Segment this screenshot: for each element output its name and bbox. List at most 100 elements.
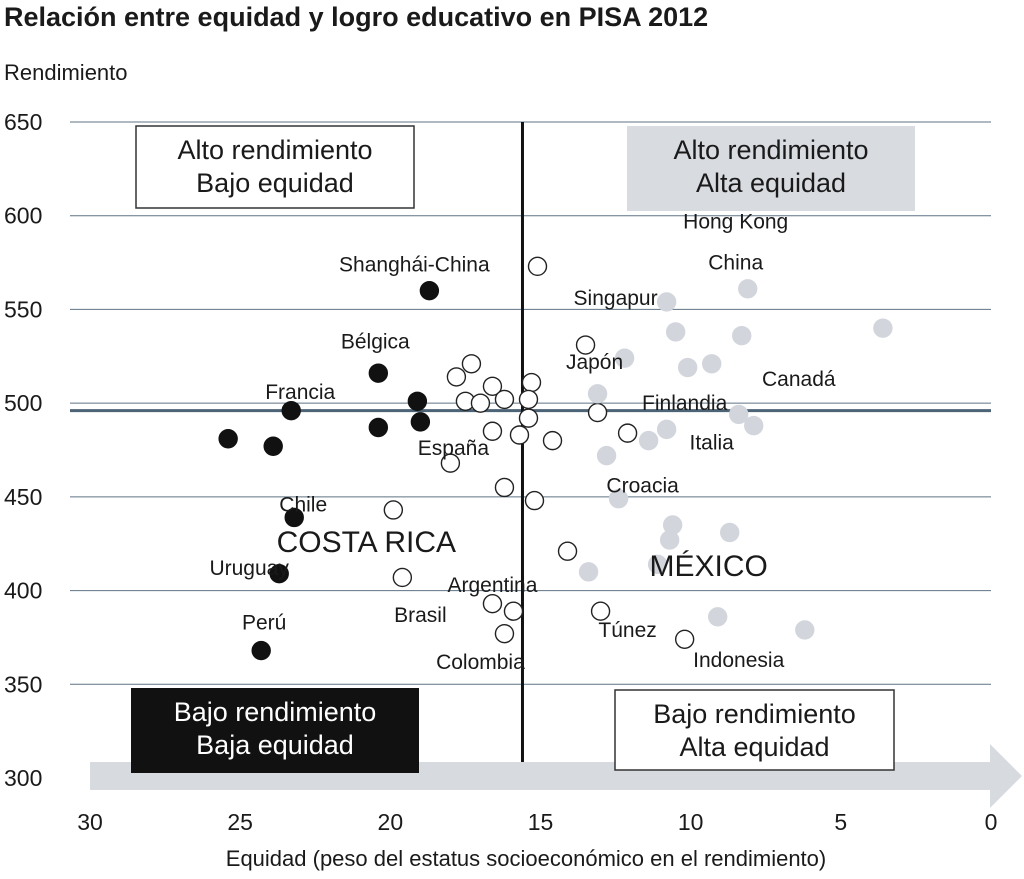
reference-lines — [70, 122, 991, 762]
y-tick-label: 300 — [4, 765, 42, 791]
data-point-grey — [677, 357, 698, 378]
quadrant-box — [614, 689, 895, 771]
data-point-open — [524, 490, 545, 511]
point-labels: Shanghái-China Bélgica Francia España Chile U… — [209, 210, 835, 673]
data-point-open — [590, 601, 611, 621]
y-tick-label: 400 — [4, 578, 42, 604]
y-axis-label: Rendimiento — [4, 60, 128, 85]
data-point-open — [674, 629, 695, 650]
data-point-grey — [744, 415, 764, 436]
data-point-open — [518, 408, 539, 428]
data-point-open — [557, 541, 578, 561]
y-tick-label: 650 — [4, 109, 42, 135]
gridlines — [70, 121, 991, 685]
data-point-grey — [659, 530, 680, 550]
data-point-grey — [614, 348, 635, 368]
point-label: Túnez — [598, 619, 656, 642]
y-tick-label: 600 — [4, 203, 42, 229]
data-point-grey — [701, 354, 722, 374]
x-tick-label: 0 — [985, 809, 998, 835]
data-point-grey — [587, 384, 608, 404]
quadrant-line1: Bajo rendimiento — [174, 697, 377, 727]
data-point-black — [410, 412, 431, 432]
data-point-open — [482, 593, 503, 614]
quadrant-line1: Alto rendimiento — [177, 135, 372, 165]
data-point-open — [527, 256, 548, 277]
data-point-black — [218, 429, 238, 449]
data-point-black — [251, 640, 271, 661]
data-point-grey — [638, 430, 659, 451]
x-axis-ticks: 30 25 20 15 10 5 0 — [77, 809, 997, 835]
y-tick-label: 500 — [4, 390, 42, 416]
data-point-grey — [720, 522, 740, 543]
point-label: Argentina — [447, 574, 537, 597]
quadrant-line1: Bajo rendimiento — [653, 699, 856, 729]
point-label: Singapur — [574, 287, 658, 310]
x-axis-label: Equidad (peso del estatus socioeconómico… — [226, 846, 826, 871]
data-point-open — [461, 354, 482, 374]
point-label: Brasil — [394, 604, 447, 627]
data-point-grey — [732, 325, 752, 346]
data-point-open — [587, 402, 608, 423]
y-tick-label: 550 — [4, 296, 42, 322]
x-tick-label: 25 — [227, 809, 253, 835]
point-label: Japón — [566, 351, 623, 374]
quadrant-line2: Bajo equidad — [196, 168, 354, 198]
point-label: Perú — [242, 611, 286, 634]
quadrant-line2: Alta equidad — [696, 168, 846, 198]
data-point-grey — [738, 279, 758, 299]
point-label: China — [708, 252, 763, 275]
chart-title: Relación entre equidad y logro educativo… — [4, 2, 709, 32]
point-label: Chile — [279, 493, 327, 516]
data-point-grey — [873, 318, 893, 338]
point-label: Finlandia — [642, 392, 728, 415]
data-point-black — [419, 280, 440, 301]
point-label: Colombia — [436, 651, 525, 674]
point-label: Bélgica — [341, 330, 410, 353]
data-point-grey — [647, 554, 668, 575]
quadrant-line2: Baja equidad — [196, 730, 354, 760]
quadrant-box — [627, 126, 915, 211]
data-point-black — [263, 436, 283, 456]
data-point-open — [617, 423, 638, 443]
data-point-black — [284, 507, 304, 528]
point-label: Hong Kong — [683, 210, 788, 233]
data-point-open — [494, 389, 515, 410]
point-label: Shanghái-China — [339, 253, 490, 276]
data-point-grey — [656, 419, 677, 440]
data-point-open — [575, 335, 596, 355]
data-point-grey — [795, 620, 815, 640]
data-point-grey — [665, 322, 686, 342]
x-tick-label: 5 — [834, 809, 847, 835]
data-point-open — [494, 623, 515, 644]
point-label: Indonesia — [693, 649, 784, 672]
data-point-open — [446, 367, 467, 387]
data-point-open — [482, 376, 503, 396]
axis-arrow-shape — [90, 744, 1022, 808]
y-tick-label: 450 — [4, 484, 42, 510]
x-tick-label: 20 — [378, 809, 404, 835]
data-point-open — [494, 477, 515, 498]
data-point-grey — [656, 292, 677, 312]
point-label: Croacia — [606, 475, 679, 498]
data-point-grey — [608, 489, 629, 509]
data-point-black — [368, 417, 389, 438]
data-point-grey — [578, 562, 599, 582]
data-points — [218, 256, 893, 661]
y-axis-ticks: 650 600 550 500 450 400 350 300 — [4, 109, 42, 791]
quadrant-line2: Alta equidad — [679, 732, 829, 762]
point-label: Uruguay — [209, 557, 289, 580]
region-label: COSTA RICA — [277, 526, 456, 559]
data-point-grey — [596, 445, 617, 466]
data-point-black — [281, 400, 301, 421]
region-label: MÉXICO — [650, 550, 768, 583]
data-point-open — [521, 372, 542, 393]
x-tick-label: 30 — [77, 809, 103, 835]
data-point-open — [509, 425, 530, 445]
x-axis-arrow — [90, 744, 1022, 808]
